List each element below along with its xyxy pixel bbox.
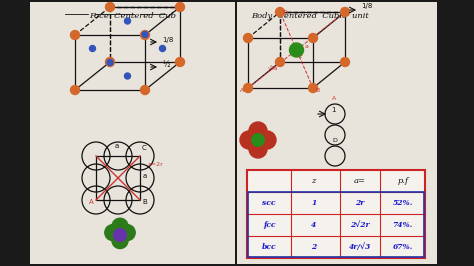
Circle shape	[71, 31, 80, 39]
Circle shape	[275, 7, 284, 16]
Circle shape	[244, 84, 253, 93]
Circle shape	[105, 225, 121, 241]
Text: ½: ½	[162, 60, 170, 69]
Text: 1: 1	[331, 107, 336, 113]
Text: a: a	[143, 173, 147, 179]
Text: a=: a=	[354, 177, 366, 185]
Text: 67%.: 67%.	[392, 243, 413, 251]
Text: 2√2r: 2√2r	[350, 221, 370, 229]
Circle shape	[290, 43, 303, 57]
Circle shape	[249, 122, 267, 140]
Text: B: B	[142, 199, 147, 205]
Text: 2r: 2r	[356, 199, 365, 207]
Text: a=2r: a=2r	[148, 162, 164, 167]
Circle shape	[125, 18, 130, 24]
Text: bcc: bcc	[262, 243, 276, 251]
Bar	[30, 2, 235, 264]
Circle shape	[340, 7, 349, 16]
Circle shape	[125, 73, 130, 79]
Text: a: a	[115, 143, 119, 149]
Text: A: A	[240, 88, 244, 93]
Circle shape	[252, 134, 264, 146]
Text: C: C	[142, 145, 147, 151]
Bar	[237, 2, 437, 264]
Bar	[96, 156, 140, 200]
Text: a: a	[304, 44, 309, 49]
Text: 4: 4	[311, 221, 316, 229]
Circle shape	[275, 57, 284, 66]
Circle shape	[258, 131, 276, 149]
Circle shape	[175, 57, 184, 66]
Text: 1/8: 1/8	[361, 3, 373, 9]
Text: B: B	[315, 88, 319, 93]
Circle shape	[309, 34, 318, 43]
Circle shape	[244, 34, 253, 43]
Circle shape	[240, 131, 258, 149]
Circle shape	[249, 140, 267, 158]
Circle shape	[90, 45, 95, 52]
Circle shape	[119, 225, 135, 241]
Text: p.f: p.f	[397, 177, 408, 185]
Circle shape	[106, 2, 115, 11]
Circle shape	[107, 60, 113, 65]
Text: 52%.: 52%.	[392, 199, 413, 207]
Circle shape	[159, 45, 165, 52]
Circle shape	[114, 228, 127, 242]
Text: Face  Centered  Cub: Face Centered Cub	[90, 12, 176, 20]
Circle shape	[140, 31, 149, 39]
Text: A: A	[332, 96, 336, 101]
Circle shape	[175, 2, 184, 11]
Circle shape	[140, 85, 149, 94]
Text: 4r/√3: 4r/√3	[349, 243, 371, 251]
Text: D: D	[282, 10, 287, 15]
Text: fcc: fcc	[263, 221, 275, 229]
Text: 1/8: 1/8	[162, 37, 173, 43]
Bar	[247, 170, 425, 258]
Text: D: D	[332, 138, 337, 143]
Circle shape	[309, 84, 318, 93]
Circle shape	[142, 31, 148, 38]
Text: 74%.: 74%.	[392, 221, 413, 229]
Text: scc: scc	[263, 199, 276, 207]
Circle shape	[106, 57, 115, 66]
Text: A: A	[89, 199, 94, 205]
Text: 2: 2	[311, 243, 316, 251]
Text: √3a: √3a	[268, 66, 279, 71]
Circle shape	[112, 232, 128, 249]
Text: Body  Centered  Cubic  unit: Body Centered Cubic unit	[251, 12, 369, 20]
Bar	[248, 192, 424, 257]
Circle shape	[71, 85, 80, 94]
Text: 1: 1	[311, 199, 316, 207]
Text: z: z	[311, 177, 316, 185]
Circle shape	[112, 218, 128, 234]
Circle shape	[340, 57, 349, 66]
Text: c: c	[299, 54, 302, 59]
